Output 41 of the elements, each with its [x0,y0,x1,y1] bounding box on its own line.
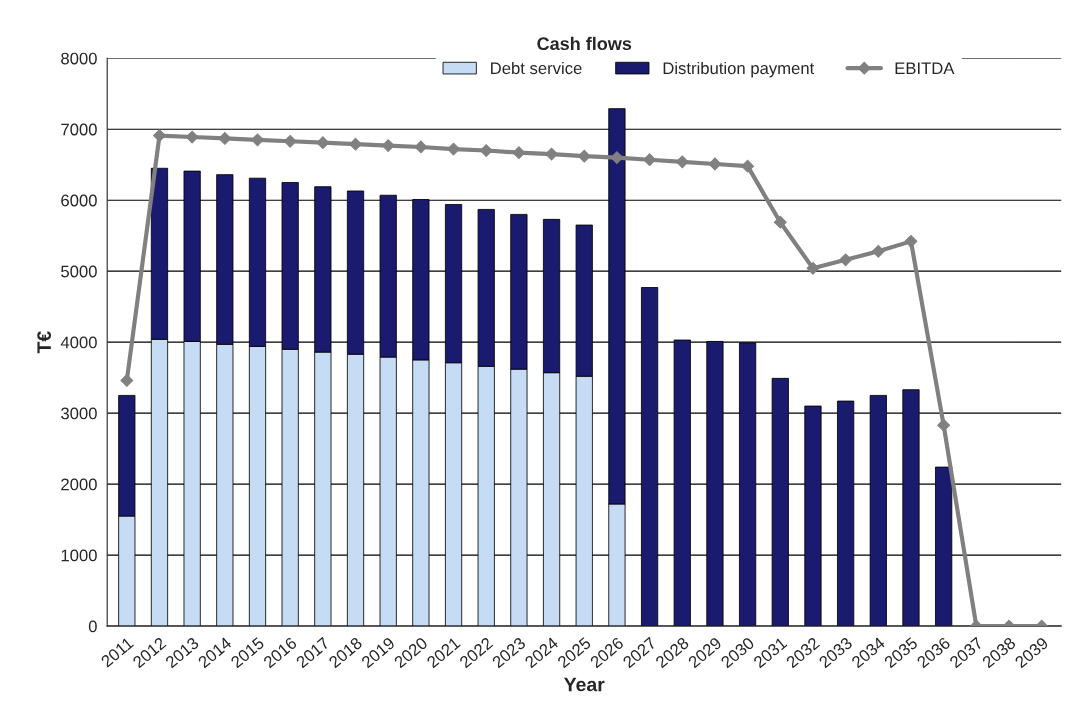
y-tick-label: 2000 [61,478,97,491]
point [937,418,951,432]
point [806,261,820,275]
y-tick-label: 5000 [61,265,97,278]
legend-label: Distribution payment [663,61,815,78]
point [185,130,199,144]
point [610,151,624,165]
point [414,140,428,154]
point [349,137,362,151]
point [447,142,460,156]
point [675,155,689,169]
point [283,134,297,148]
point [218,132,232,145]
point [545,147,558,161]
point [120,374,134,387]
y-tick-label: 3000 [61,407,97,420]
point [773,215,787,229]
point [577,149,591,163]
point [316,136,330,150]
point [479,144,493,157]
legend-label: Debt service [491,61,582,75]
y-tick-label: 4000 [60,336,97,349]
point [904,234,918,248]
point [381,139,395,152]
point [839,253,853,267]
y-tick-label: 8000 [61,52,97,65]
x-axis-title: Year [564,677,605,692]
y-tick-label: 1000 [61,549,97,562]
point [871,244,885,258]
legend-label: EBITDA [895,62,955,74]
y-tick-label: 7000 [61,123,97,136]
point [708,157,722,171]
point [153,129,166,143]
point [643,153,656,167]
point [512,146,526,160]
y-tick-label: 0 [88,620,97,633]
y-axis-title: T€ [37,331,52,354]
y-tick-label: 6000 [61,194,97,207]
point [251,133,264,147]
chart-title: Cash flows [537,36,632,51]
point [741,159,755,173]
